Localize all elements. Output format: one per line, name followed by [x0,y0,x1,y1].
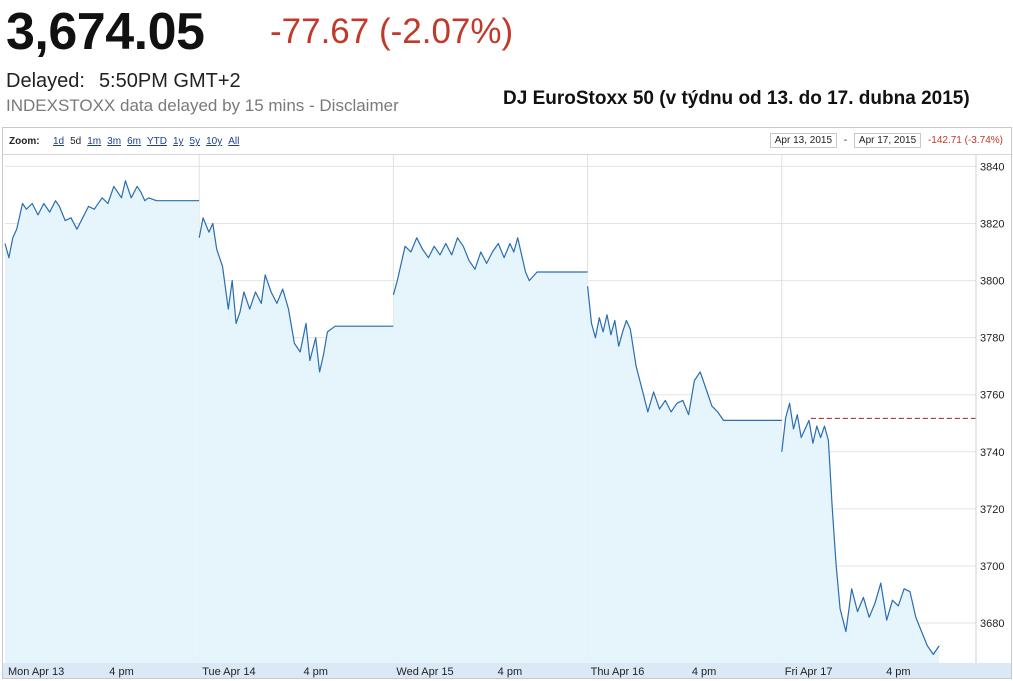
range-change: -142.71 (-3.74%) [927,135,1003,146]
price-line-day-1 [4,180,200,259]
date-range: Apr 13, 2015 - Apr 17, 2015 -142.71 (-3.… [769,133,1003,148]
zoom-options: 1d 5d 1m 3m 6m YTD 1y 5y 10y All [53,136,245,147]
y-tick-label: 3700 [980,561,1004,573]
zoom-option-1d[interactable]: 1d [53,136,65,147]
area-fill-day-5 [781,403,940,663]
chart-panel: Zoom: 1d 5d 1m 3m 6m YTD 1y 5y 10y All Apr 13, 20… [2,127,1012,679]
zoom-option-1y[interactable]: 1y [172,136,184,147]
range-separator: - [843,135,848,146]
x-tick-label: Mon Apr 13 [8,666,64,678]
current-price: 3,674.05 [6,3,205,61]
zoom-option-5d[interactable]: 5d [70,136,82,147]
price-line-day-4 [587,286,782,421]
delayed-time: 5:50PM GMT+2 [98,70,241,92]
zoom-option-1m[interactable]: 1m [87,136,102,147]
range-end-field[interactable]: Apr 17, 2015 [853,133,922,148]
delayed-status: Delayed: 5:50PM GMT+2 [6,68,241,94]
zoom-option-5y[interactable]: 5y [189,136,201,147]
y-tick-label: 3780 [980,333,1004,345]
price-line-day-3 [392,237,588,295]
zoom-option-10y[interactable]: 10y [206,136,223,147]
y-tick-label: 3820 [980,218,1004,230]
price-change: -77.67 (-2.07%) [270,12,514,51]
x-tick-label: Fri Apr 17 [785,666,833,678]
y-tick-label: 3680 [980,618,1004,630]
x-tick-label: 4 pm [303,666,327,678]
disclaimer-text[interactable]: INDEXSTOXX data delayed by 15 mins - Dis… [6,96,399,115]
x-axis-band [3,663,1011,678]
x-tick-label: 4 pm [109,666,133,678]
x-tick-label: Tue Apr 14 [202,666,255,678]
price-chart[interactable]: 3680 3700 3720 3740 3760 3780 3800 3820 3840 Mon … [3,128,1011,678]
area-fill-day-3 [393,237,588,664]
range-start-field[interactable]: Apr 13, 2015 [769,133,837,148]
area-fill-day-4 [587,286,782,663]
zoom-option-6m[interactable]: 6m [127,136,141,147]
y-tick-label: 3840 [980,161,1004,173]
zoom-option-ytd[interactable]: YTD [146,136,167,147]
y-tick-label: 3760 [980,390,1004,402]
x-tick-label: 4 pm [886,666,910,678]
zoom-option-all[interactable]: All [228,136,240,147]
y-tick-label: 3720 [980,504,1004,516]
x-tick-label: Wed Apr 15 [396,666,453,678]
area-fill-day-1 [5,180,200,663]
chart-toolbar: Zoom: 1d 5d 1m 3m 6m YTD 1y 5y 10y All Apr 13, 20… [3,128,1011,155]
delayed-label: Delayed: [6,70,85,92]
y-tick-label: 3800 [980,276,1004,288]
y-tick-label: 3740 [980,447,1004,459]
x-tick-label: 4 pm [692,666,716,678]
area-fill-day-2 [199,217,394,664]
x-tick-label: 4 pm [498,666,522,678]
zoom-label: Zoom: [9,136,40,147]
x-tick-label: Thu Apr 16 [591,666,645,678]
price-line-day-5 [781,402,940,656]
zoom-option-3m[interactable]: 3m [107,136,122,147]
price-line-day-2 [198,217,394,373]
chart-headline: DJ EuroStoxx 50 (v týdnu od 13. do 17. d… [503,88,970,109]
